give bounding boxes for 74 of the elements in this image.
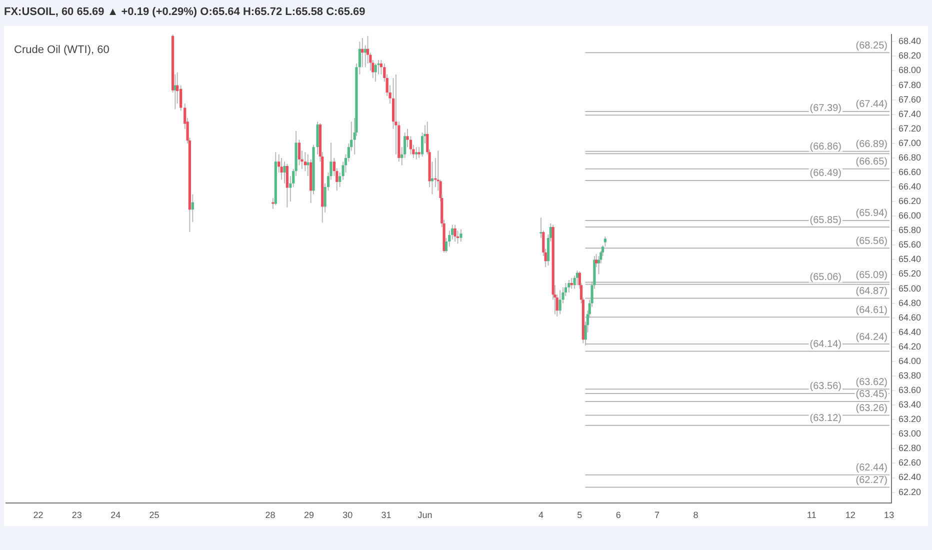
y-tick-label: 62.60	[898, 458, 922, 468]
ref-line-label: (63.56)	[810, 381, 842, 392]
ref-line-label: (65.06)	[810, 272, 842, 284]
y-tick-label: 65.60	[898, 240, 922, 250]
ref-line-label: (66.86)	[810, 141, 842, 152]
x-tick-label: 7	[654, 510, 660, 520]
y-tick-label: 67.60	[898, 94, 922, 104]
y-tick-label: 65.80	[898, 225, 922, 236]
y-tick-label: 67.40	[898, 108, 922, 119]
x-tick-label: 25	[149, 510, 160, 520]
y-tick-label: 68.40	[898, 36, 922, 46]
y-tick-label: 64.80	[898, 298, 922, 308]
x-tick-label: 11	[807, 510, 816, 520]
x-tick-label: 6	[616, 510, 621, 520]
x-tick-label: 22	[33, 510, 44, 520]
y-tick-label: 66.20	[898, 196, 922, 206]
ref-line-label: (65.85)	[810, 214, 842, 226]
ref-line-label: (67.44)	[856, 99, 888, 110]
y-tick-label: 67.20	[898, 123, 922, 134]
y-tick-label: 63.00	[898, 428, 922, 439]
x-tick-label: 29	[304, 510, 314, 520]
y-tick-label: 66.00	[898, 210, 922, 221]
x-tick-label: 28	[265, 510, 276, 520]
ref-line-label: (66.65)	[856, 156, 888, 168]
y-tick-label: 65.20	[898, 268, 922, 279]
y-tick-label: 64.20	[898, 341, 922, 352]
x-tick-label: 4	[538, 510, 544, 520]
chart-subtitle: FX:USOIL, 60 65.69 ▲ +0.19 (+0.29%) O:65.64 H:65.72 L:65.58 C:65.69	[3, 5, 366, 20]
ref-line-label: (65.09)	[856, 270, 888, 281]
y-tick-label: 68.20	[898, 50, 922, 61]
ref-line-label: (65.94)	[856, 208, 888, 220]
ref-line-label: (64.87)	[856, 286, 888, 297]
y-tick-label: 64.60	[898, 312, 922, 322]
y-tick-label: 62.20	[898, 486, 922, 497]
ref-line-label: (63.12)	[810, 413, 842, 424]
y-tick-label: 66.60	[898, 166, 922, 177]
y-tick-label: 63.20	[898, 414, 922, 424]
y-tick-label: 67.80	[898, 80, 922, 90]
ref-line-label: (64.24)	[856, 332, 888, 343]
y-tick-label: 62.80	[898, 443, 922, 454]
ref-line-label: (63.45)	[856, 389, 888, 400]
ref-line-label: (65.56)	[856, 236, 888, 247]
y-tick-label: 65.40	[898, 254, 922, 264]
x-tick-label: Jun	[418, 510, 432, 520]
y-tick-label: 63.80	[898, 370, 922, 380]
y-tick-label: 68.00	[898, 65, 922, 76]
ref-line-label: (64.14)	[810, 339, 842, 350]
ref-line-label: (63.62)	[856, 376, 888, 388]
x-tick-label: 24	[110, 510, 121, 520]
ref-line-label: (66.89)	[856, 139, 888, 150]
x-tick-label: 13	[884, 510, 894, 520]
ref-line-label: (68.25)	[856, 40, 888, 52]
y-tick-label: 64.40	[898, 326, 922, 337]
y-tick-label: 64.00	[898, 356, 922, 366]
ref-line-label: (62.44)	[856, 462, 888, 474]
x-tick-label: 5	[577, 510, 582, 520]
x-tick-label: 8	[693, 510, 698, 520]
x-tick-label: 12	[845, 510, 856, 520]
x-tick-label: 31	[381, 510, 392, 520]
y-tick-label: 66.80	[898, 152, 922, 162]
ref-line-label: (64.61)	[856, 304, 888, 316]
y-tick-label: 63.40	[898, 400, 922, 410]
x-tick-label: 23	[72, 510, 82, 520]
ref-line-label: (63.26)	[856, 403, 888, 414]
y-tick-label: 67.00	[898, 138, 922, 148]
y-tick-label: 65.00	[898, 283, 922, 294]
ref-line-label: (67.39)	[810, 102, 842, 114]
y-tick-label: 62.40	[898, 472, 922, 482]
ref-line-label: (66.49)	[810, 168, 842, 180]
x-tick-label: 30	[342, 510, 353, 520]
y-tick-label: 63.60	[898, 385, 922, 396]
text: Crude Oil (WTI), 60	[14, 44, 110, 56]
ref-line-label: (62.27)	[856, 474, 888, 486]
y-tick-label: 66.40	[898, 182, 922, 192]
